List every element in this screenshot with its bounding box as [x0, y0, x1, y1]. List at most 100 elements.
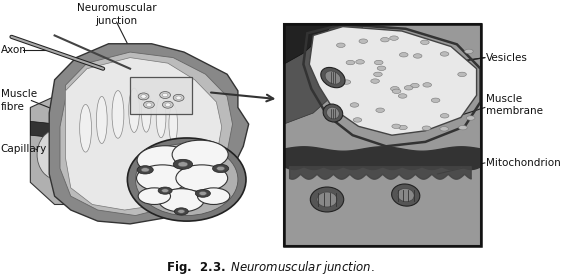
- Circle shape: [375, 60, 383, 65]
- Polygon shape: [66, 58, 222, 210]
- Circle shape: [422, 126, 431, 130]
- Text: Vesicles: Vesicles: [486, 53, 528, 63]
- Ellipse shape: [112, 91, 124, 138]
- Circle shape: [136, 165, 188, 192]
- Circle shape: [423, 83, 432, 87]
- Ellipse shape: [37, 130, 78, 179]
- Ellipse shape: [135, 144, 238, 216]
- Circle shape: [465, 49, 473, 53]
- Circle shape: [421, 40, 429, 45]
- Circle shape: [356, 60, 364, 64]
- Circle shape: [431, 98, 440, 102]
- Circle shape: [458, 72, 467, 77]
- Ellipse shape: [156, 97, 166, 138]
- Circle shape: [391, 87, 399, 91]
- Polygon shape: [284, 24, 333, 64]
- Circle shape: [137, 146, 193, 174]
- Ellipse shape: [327, 107, 339, 119]
- Text: Muscle
membrane: Muscle membrane: [486, 94, 543, 116]
- Circle shape: [371, 79, 379, 83]
- Polygon shape: [30, 121, 85, 141]
- Circle shape: [174, 208, 188, 215]
- Circle shape: [336, 43, 345, 47]
- Circle shape: [440, 114, 449, 118]
- Circle shape: [389, 36, 399, 40]
- Ellipse shape: [160, 92, 171, 99]
- Polygon shape: [49, 44, 249, 224]
- Ellipse shape: [141, 95, 146, 98]
- Circle shape: [172, 140, 228, 169]
- Circle shape: [137, 166, 153, 174]
- Text: Mitochondrion: Mitochondrion: [486, 158, 561, 168]
- Ellipse shape: [80, 104, 91, 152]
- Circle shape: [212, 164, 229, 172]
- Circle shape: [199, 192, 207, 195]
- Circle shape: [411, 83, 419, 88]
- Circle shape: [359, 39, 368, 43]
- Text: Muscle
fibre: Muscle fibre: [1, 89, 37, 112]
- Circle shape: [467, 116, 475, 120]
- Circle shape: [350, 103, 359, 107]
- FancyBboxPatch shape: [130, 77, 192, 115]
- FancyBboxPatch shape: [284, 24, 481, 246]
- Circle shape: [342, 80, 351, 84]
- Circle shape: [353, 118, 362, 122]
- Ellipse shape: [317, 192, 337, 207]
- Circle shape: [141, 168, 149, 172]
- Circle shape: [195, 190, 210, 197]
- Circle shape: [173, 159, 192, 169]
- Circle shape: [399, 94, 407, 98]
- Circle shape: [459, 125, 467, 130]
- Ellipse shape: [162, 93, 168, 97]
- Circle shape: [178, 210, 185, 213]
- Ellipse shape: [169, 105, 178, 143]
- Polygon shape: [309, 27, 477, 135]
- Ellipse shape: [397, 188, 414, 202]
- Circle shape: [381, 38, 389, 42]
- Ellipse shape: [165, 103, 171, 106]
- Ellipse shape: [176, 96, 182, 100]
- Text: $\bf{Fig.\;\;2.3.}$$\it{\;Neuromuscular\;junction.}$: $\bf{Fig.\;\;2.3.}$$\it{\;Neuromuscular\…: [166, 259, 375, 276]
- Ellipse shape: [142, 91, 151, 132]
- Circle shape: [176, 165, 228, 192]
- Polygon shape: [60, 52, 232, 216]
- Circle shape: [216, 166, 225, 171]
- Ellipse shape: [325, 71, 341, 84]
- Circle shape: [440, 127, 448, 131]
- Polygon shape: [30, 96, 85, 204]
- Circle shape: [162, 189, 168, 192]
- Circle shape: [440, 52, 449, 56]
- Circle shape: [373, 72, 382, 76]
- Circle shape: [335, 80, 343, 85]
- Ellipse shape: [310, 187, 344, 212]
- Circle shape: [404, 86, 413, 90]
- Circle shape: [392, 89, 401, 94]
- Circle shape: [399, 125, 407, 130]
- Circle shape: [159, 189, 204, 212]
- Ellipse shape: [143, 101, 154, 108]
- Ellipse shape: [323, 104, 343, 122]
- Text: Axon: Axon: [1, 45, 27, 55]
- Circle shape: [400, 53, 408, 57]
- Circle shape: [377, 66, 386, 71]
- Circle shape: [392, 124, 400, 129]
- Ellipse shape: [321, 67, 345, 88]
- Polygon shape: [284, 24, 363, 124]
- Ellipse shape: [138, 93, 149, 100]
- Text: Neuromuscular
junction: Neuromuscular junction: [77, 3, 156, 26]
- Circle shape: [138, 188, 171, 204]
- Circle shape: [376, 108, 384, 113]
- Ellipse shape: [173, 94, 184, 101]
- Ellipse shape: [128, 88, 139, 132]
- Circle shape: [346, 60, 355, 65]
- Text: Capillary: Capillary: [1, 144, 47, 154]
- Circle shape: [178, 162, 188, 167]
- Ellipse shape: [96, 96, 107, 144]
- Ellipse shape: [392, 184, 420, 206]
- Ellipse shape: [146, 103, 152, 106]
- Circle shape: [198, 188, 230, 204]
- Ellipse shape: [127, 138, 246, 221]
- Circle shape: [413, 54, 422, 58]
- Ellipse shape: [162, 101, 173, 108]
- Circle shape: [158, 187, 172, 194]
